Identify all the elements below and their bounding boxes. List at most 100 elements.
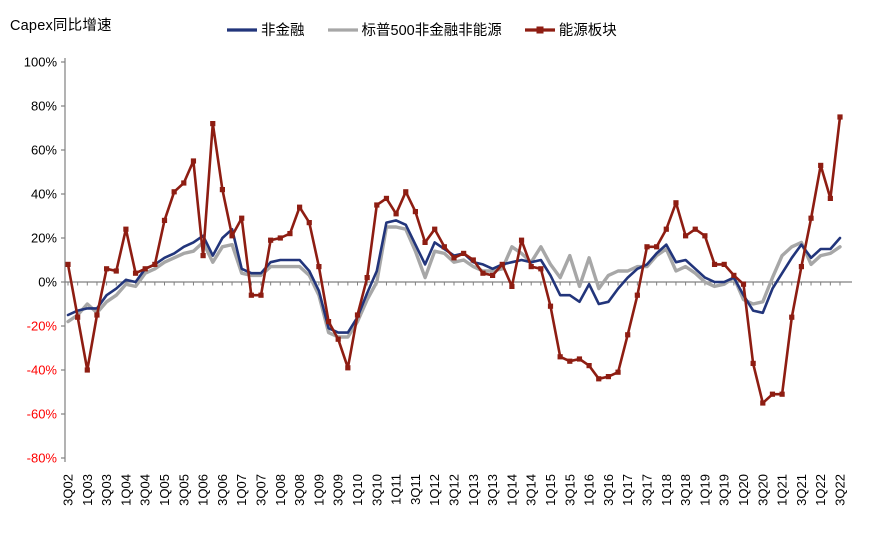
- series-marker: [461, 250, 467, 256]
- series-marker: [615, 369, 621, 375]
- series-marker: [171, 189, 177, 195]
- series-marker: [750, 360, 756, 366]
- series-marker: [557, 354, 563, 360]
- series-marker: [654, 244, 660, 250]
- series-marker: [731, 272, 737, 278]
- series-marker: [403, 189, 409, 195]
- x-axis-label: 1Q05: [157, 474, 172, 506]
- series-line-标普500非金融非能源: [66, 225, 842, 339]
- x-axis-label: 1Q10: [350, 474, 365, 506]
- series-line-非金融: [66, 219, 842, 334]
- series-marker: [239, 215, 245, 221]
- series-marker: [480, 270, 486, 276]
- x-axis-label: 3Q22: [833, 474, 848, 506]
- x-axis-label: 1Q07: [234, 474, 249, 506]
- series-marker: [490, 272, 496, 278]
- series-marker: [75, 314, 81, 320]
- x-axis-label: 1Q04: [118, 474, 133, 506]
- y-axis-label: 20%: [31, 231, 57, 246]
- series-marker: [335, 336, 341, 342]
- series-marker: [84, 367, 90, 373]
- series-marker: [827, 195, 833, 201]
- x-axis-label: 1Q11: [389, 474, 404, 505]
- x-axis-label: 1Q22: [813, 474, 828, 506]
- y-axis-label: 100%: [24, 55, 58, 70]
- x-axis-label: 1Q20: [736, 474, 751, 506]
- x-axis-label: 3Q19: [717, 474, 732, 506]
- series-marker: [123, 226, 129, 232]
- series-marker: [528, 264, 534, 270]
- series-marker: [412, 209, 418, 215]
- series-marker: [518, 237, 525, 243]
- x-axis-label: 1Q18: [659, 474, 674, 506]
- x-axis-label: 3Q05: [176, 474, 191, 506]
- series-marker: [219, 187, 225, 193]
- legend-label: 非金融: [261, 23, 305, 39]
- series-marker: [702, 233, 708, 239]
- x-axis-label: 3Q10: [369, 474, 384, 506]
- y-axis-label: -80%: [27, 451, 58, 466]
- series-marker: [596, 376, 602, 382]
- series-marker: [808, 215, 814, 221]
- series-marker: [432, 226, 438, 232]
- series-marker: [161, 217, 168, 223]
- legend-label: 标普500非金融非能源: [361, 23, 502, 39]
- y-axis-label: 60%: [31, 143, 57, 158]
- y-axis-label: -60%: [27, 407, 58, 422]
- x-axis-label: 3Q02: [61, 474, 76, 506]
- y-axis-label: -20%: [27, 319, 58, 334]
- series-marker: [567, 358, 573, 364]
- series-marker: [721, 261, 727, 267]
- x-axis-label: 3Q20: [755, 474, 770, 506]
- y-axis-label: -40%: [27, 363, 58, 378]
- x-axis-label: 1Q17: [620, 474, 635, 506]
- x-axis-label: 1Q12: [427, 474, 442, 506]
- legend-item-非金融: 非金融: [226, 19, 305, 40]
- series-marker: [711, 261, 718, 267]
- series-marker: [509, 283, 515, 289]
- series-marker: [306, 220, 312, 226]
- series-marker: [210, 121, 216, 127]
- series-marker: [325, 319, 332, 325]
- series-marker: [683, 233, 689, 239]
- chart-legend: 非金融 标普500非金融非能源 能源板块: [226, 19, 617, 40]
- x-axis-label: 1Q13: [466, 474, 481, 506]
- series-marker: [538, 266, 544, 272]
- series-marker: [374, 202, 380, 208]
- series-marker: [104, 266, 110, 272]
- series-marker: [547, 303, 554, 309]
- series-marker: [625, 332, 631, 338]
- series-marker: [268, 237, 274, 243]
- x-axis-label: 3Q15: [562, 474, 577, 506]
- x-axis-label: 3Q18: [678, 474, 693, 506]
- x-axis-label: 1Q21: [775, 474, 790, 506]
- x-axis-label: 1Q09: [311, 474, 326, 506]
- x-axis-label: 3Q14: [524, 474, 539, 506]
- x-axis-label: 1Q03: [80, 474, 95, 506]
- series-marker: [190, 158, 197, 164]
- series-marker: [229, 233, 235, 239]
- series-marker: [316, 264, 322, 270]
- x-axis-label: 1Q15: [543, 474, 558, 506]
- y-axis-label: 0%: [38, 275, 57, 290]
- series-marker: [277, 235, 283, 241]
- series-marker: [769, 391, 776, 397]
- series-marker: [798, 264, 804, 270]
- x-axis-label: 1Q14: [504, 474, 519, 506]
- series-marker: [383, 195, 390, 201]
- x-axis-label: 1Q06: [196, 474, 211, 506]
- series-marker: [663, 226, 669, 232]
- series-marker: [760, 400, 766, 406]
- series-marker: [634, 292, 640, 298]
- series-marker: [818, 162, 824, 168]
- series-marker: [451, 255, 457, 261]
- series-marker: [142, 266, 148, 272]
- series-marker: [364, 275, 370, 281]
- legend-swatch: [327, 27, 358, 32]
- legend-swatch: [227, 27, 257, 32]
- chart-title: Capex同比增速: [10, 18, 112, 34]
- series-marker: [132, 270, 139, 276]
- series-marker: [470, 257, 476, 263]
- x-axis-label: 3Q07: [254, 474, 269, 506]
- x-axis-label: 1Q08: [273, 474, 288, 506]
